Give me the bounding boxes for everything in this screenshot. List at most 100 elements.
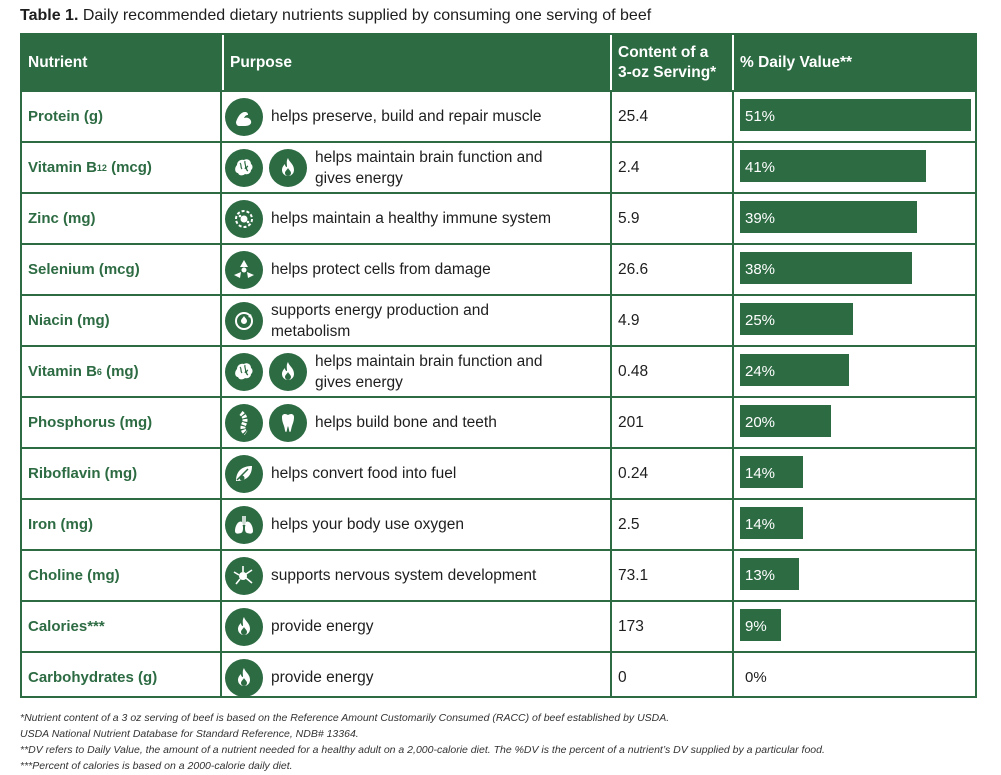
table-row: Riboflavin (mg) helps convert food into f…: [22, 448, 975, 499]
content-value: 73.1: [618, 566, 649, 584]
nutrient-name: Riboflavin (mg): [28, 465, 138, 482]
purpose-text: helps protect cells from damage: [271, 261, 491, 278]
daily-value-bar: [740, 201, 917, 233]
flame-icon: [225, 607, 263, 646]
purpose-text: helps maintain a healthy immune system: [271, 210, 551, 227]
daily-value-bar: [740, 609, 781, 641]
purpose-cell: helps maintain brain function and gives …: [225, 346, 610, 397]
header-divider: [222, 35, 224, 90]
purpose-cell: helps maintain a healthy immune system: [225, 193, 610, 244]
daily-value-label: 14%: [745, 516, 776, 533]
daily-value-bar: [740, 405, 831, 437]
daily-value-cell: 9%: [738, 601, 975, 652]
row-divider: [22, 600, 975, 602]
purpose-cell: supports energy production and metabolis…: [225, 295, 610, 346]
daily-value-bar: [740, 558, 799, 590]
content-value: 5.9: [618, 209, 640, 227]
row-divider: [22, 141, 975, 143]
row-divider: [22, 192, 975, 194]
daily-value-label: 24%: [745, 363, 776, 380]
daily-value-label: 51%: [745, 108, 776, 125]
flame-icon: [269, 352, 307, 391]
purpose-text: provide energy: [271, 618, 374, 635]
purpose-text: provide energy: [271, 669, 374, 686]
footnote: *Nutrient content of a 3 oz serving of b…: [20, 712, 670, 724]
nutrient-name: Zinc (mg): [28, 210, 96, 227]
caption-text: Daily recommended dietary nutrients supp…: [82, 7, 652, 24]
daily-value-bar: [740, 303, 853, 335]
content-value: 201: [618, 413, 644, 431]
row-divider: [22, 396, 975, 398]
row-divider: [22, 90, 975, 92]
muscle-icon: [225, 97, 263, 136]
column-divider: [220, 90, 222, 698]
nutrient-name: Calories***: [28, 618, 105, 635]
daily-value-label: 25%: [745, 312, 776, 329]
nutrient-name: Niacin (mg): [28, 312, 110, 329]
nutrient-name: Selenium (mcg): [28, 261, 140, 278]
table-row: Iron (mg) helps your body use oxygen 2.5 14…: [22, 499, 975, 550]
column-divider: [610, 90, 612, 698]
purpose-cell: provide energy: [225, 601, 610, 652]
table-row: Choline (mg) supports nervous system deve…: [22, 550, 975, 601]
nutrient-name: Carbohydrates (g): [28, 669, 158, 686]
flame-icon: [269, 148, 307, 187]
row-divider: [22, 651, 975, 653]
purpose-cell: helps build bone and teeth: [225, 397, 610, 448]
daily-value-cell: 0%: [738, 652, 975, 703]
footnotes: *Nutrient content of a 3 oz serving of b…: [20, 710, 825, 774]
nutrient-name: Protein (g): [28, 108, 103, 125]
row-divider: [22, 549, 975, 551]
footnote: USDA National Nutrient Database for Stan…: [20, 728, 359, 740]
lungs-icon: [225, 505, 263, 544]
footnote: **DV refers to Daily Value, the amount o…: [20, 744, 825, 756]
daily-value-cell: 24%: [738, 346, 975, 397]
row-divider: [22, 243, 975, 245]
daily-value-bar: [740, 354, 849, 386]
header-divider: [732, 35, 734, 90]
purpose-cell: supports nervous system development: [225, 550, 610, 601]
purpose-text: helps build bone and teeth: [315, 414, 497, 431]
daily-value-bar: [740, 99, 971, 131]
daily-value-label: 39%: [745, 210, 776, 227]
purpose-text: helps preserve, build and repair muscle: [271, 108, 542, 125]
immune-cell-icon: [225, 199, 263, 238]
daily-value-cell: 39%: [738, 193, 975, 244]
purpose-cell: helps convert food into fuel: [225, 448, 610, 499]
header-daily-value: % Daily Value**: [740, 53, 853, 71]
daily-value-bar: [740, 456, 803, 488]
daily-value-label: 41%: [745, 159, 776, 176]
footnote: ***Percent of calories is based on a 200…: [20, 760, 293, 772]
daily-value-cell: 14%: [738, 448, 975, 499]
daily-value-label: 14%: [745, 465, 776, 482]
leaf-fuel-icon: [225, 454, 263, 493]
row-divider: [22, 294, 975, 296]
brain-icon: [225, 352, 263, 391]
header-nutrient: Nutrient: [28, 53, 88, 71]
daily-value-cell: 20%: [738, 397, 975, 448]
content-value: 2.5: [618, 515, 640, 533]
daily-value-bar: [740, 252, 912, 284]
header-purpose: Purpose: [230, 53, 293, 71]
daily-value-cell: 38%: [738, 244, 975, 295]
header-content: Content of a 3-oz Serving*: [612, 35, 734, 90]
daily-value-label: 38%: [745, 261, 776, 278]
purpose-text: helps convert food into fuel: [271, 465, 457, 482]
table-row: Selenium (mcg) helps protect cells from d…: [22, 244, 975, 295]
row-divider: [22, 498, 975, 500]
content-value: 2.4: [618, 158, 640, 176]
purpose-cell: helps your body use oxygen: [225, 499, 610, 550]
nutrient-name: Phosphorus (mg): [28, 414, 153, 431]
daily-value-cell: 51%: [738, 91, 975, 142]
purpose-cell: helps protect cells from damage: [225, 244, 610, 295]
purpose-cell: provide energy: [225, 652, 610, 703]
content-value: 0.48: [618, 362, 649, 380]
nutrient-name: Vitamin B 12 (mcg): [28, 159, 152, 176]
table-caption: Table 1. Daily recommended dietary nutri…: [20, 7, 651, 25]
content-value: 25.4: [618, 107, 649, 125]
table-row: Niacin (mg) supports energy production an…: [22, 295, 975, 346]
purpose-text: supports energy production and metabolis…: [271, 301, 490, 340]
daily-value-cell: 25%: [738, 295, 975, 346]
daily-value-cell: 14%: [738, 499, 975, 550]
